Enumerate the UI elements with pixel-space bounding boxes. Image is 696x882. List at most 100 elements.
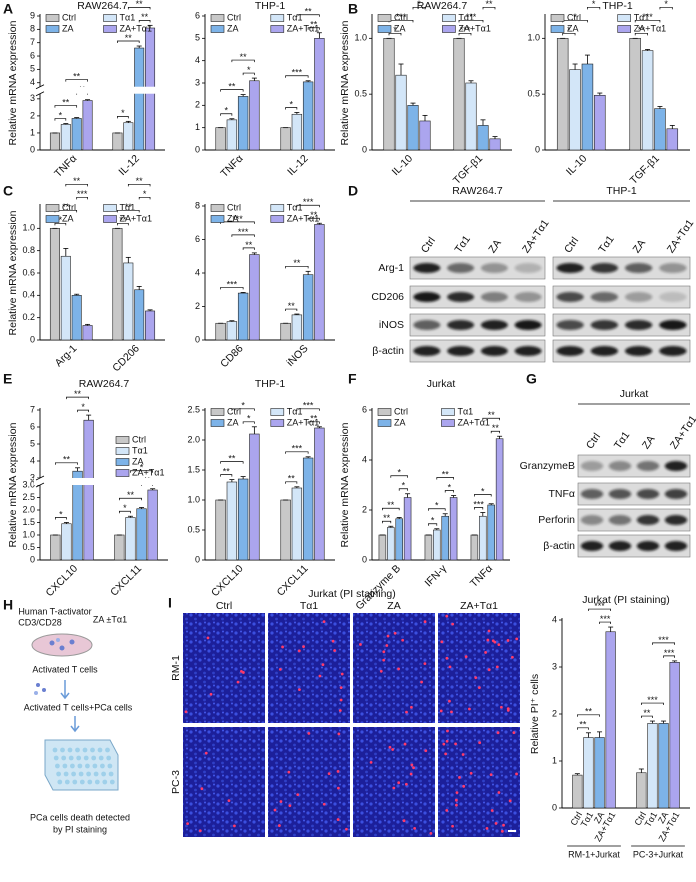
significance-label: *** xyxy=(664,648,675,658)
significance-bracket xyxy=(588,608,611,612)
significance-bracket xyxy=(307,421,320,424)
pi-positive-cell xyxy=(386,634,390,638)
blot-row-label: β-actin xyxy=(543,540,575,552)
significance-bracket xyxy=(296,408,320,411)
error-bar xyxy=(584,54,590,65)
x-tick-label: IL-10 xyxy=(390,152,416,178)
significance-bracket xyxy=(285,107,298,110)
bar xyxy=(495,438,504,561)
y-tick-label: 0.6 xyxy=(22,267,35,277)
pi-positive-cell xyxy=(369,761,373,764)
error-bar xyxy=(63,248,69,257)
pi-positive-cell xyxy=(423,620,427,624)
legend-label: ZA+Tα1 xyxy=(287,23,319,33)
bar-chart: Relative mRNA expression 0 0.2 0.4 0.6 0.8 1.0… xyxy=(7,176,165,374)
x-tick-label: TNFα xyxy=(468,563,495,590)
chart-title: THP-1 xyxy=(602,0,632,12)
pi-positive-cell xyxy=(409,772,413,776)
legend-swatch xyxy=(270,408,285,416)
legend-label: ZA xyxy=(62,213,74,223)
pi-positive-cell xyxy=(410,705,413,709)
well xyxy=(107,763,113,769)
bar xyxy=(629,38,641,151)
pi-positive-cell xyxy=(186,822,189,826)
pi-positive-cell xyxy=(454,742,457,746)
bar xyxy=(123,122,134,151)
bar xyxy=(145,310,156,341)
bar xyxy=(489,138,501,151)
schematic: Human T-activator CD3/CD28 ZA ±Tα1 Activ… xyxy=(18,606,132,834)
significance-bracket xyxy=(220,287,244,290)
bar xyxy=(556,38,569,151)
panel-label: B xyxy=(348,1,358,17)
pi-positive-cell xyxy=(322,802,326,806)
significance-bracket xyxy=(458,19,484,23)
y-tick-label: 3 xyxy=(552,661,557,671)
pi-positive-cell xyxy=(302,645,305,649)
bar xyxy=(387,527,395,561)
pi-positive-cell xyxy=(338,709,342,712)
pi-positive-cell xyxy=(444,752,448,756)
micrograph xyxy=(268,613,350,723)
y-tick-label: 0.4 xyxy=(22,290,35,300)
pi-positive-cell xyxy=(500,829,504,833)
significance-label: * xyxy=(59,509,63,519)
panel-label: G xyxy=(526,371,537,387)
arrow xyxy=(60,680,70,700)
legend-label: ZA xyxy=(62,23,74,33)
significance-label: ** xyxy=(73,176,81,186)
y-tick-label: 1.5 xyxy=(22,517,35,527)
y-tick-label: 0.5 xyxy=(187,524,200,534)
legend-label: Ctrl xyxy=(394,12,408,22)
legend-label: ZA xyxy=(567,23,579,33)
error-bar xyxy=(451,495,457,498)
pi-positive-cell xyxy=(281,645,284,649)
well xyxy=(83,755,89,761)
bar xyxy=(215,322,226,341)
y-tick-label: 0 xyxy=(195,554,200,564)
well xyxy=(55,763,60,769)
well xyxy=(97,747,103,753)
well xyxy=(108,771,114,777)
significance-label: ** xyxy=(228,453,236,463)
significance-bracket xyxy=(577,727,589,730)
legend-label: Tα1 xyxy=(634,12,650,22)
pi-positive-cell xyxy=(497,791,501,794)
significance-label: *** xyxy=(647,695,658,705)
error-bar xyxy=(410,102,416,106)
x-tick-label: CD206 xyxy=(110,342,142,374)
blot-band xyxy=(624,346,653,356)
y-tick-label: 6 xyxy=(362,404,367,414)
bar xyxy=(291,487,303,561)
lane-label: ZA xyxy=(631,237,649,255)
bar xyxy=(583,737,594,809)
blot-strip xyxy=(409,313,546,337)
y-tick-label: 3 xyxy=(195,77,200,87)
legend-label: Tα1 xyxy=(120,202,136,212)
pi-positive-cell xyxy=(462,784,466,788)
row-label: PC-3 xyxy=(170,770,182,794)
error-bar xyxy=(63,123,69,125)
pi-positive-cell xyxy=(506,639,510,642)
error-bar xyxy=(136,285,142,290)
significance-bracket xyxy=(220,474,233,477)
legend-swatch xyxy=(377,25,392,33)
well xyxy=(100,763,105,769)
blot-band xyxy=(413,263,441,273)
significance-label: ** xyxy=(488,410,496,420)
chart-title: THP-1 xyxy=(255,378,285,390)
pi-positive-cell xyxy=(288,804,292,808)
legend-label: ZA+Tα1 xyxy=(634,23,666,33)
bar xyxy=(669,661,680,809)
legend-swatch xyxy=(103,14,117,22)
blot-band xyxy=(413,320,441,330)
pi-positive-cell xyxy=(278,667,282,671)
bar xyxy=(61,523,72,561)
blot-band xyxy=(514,292,542,302)
pi-positive-cell xyxy=(336,770,340,773)
legend-label: ZA+Tα1 xyxy=(120,213,152,223)
well xyxy=(86,771,91,777)
legend-swatch xyxy=(441,419,455,427)
significance-bracket xyxy=(659,6,673,10)
blot-band xyxy=(624,263,653,273)
